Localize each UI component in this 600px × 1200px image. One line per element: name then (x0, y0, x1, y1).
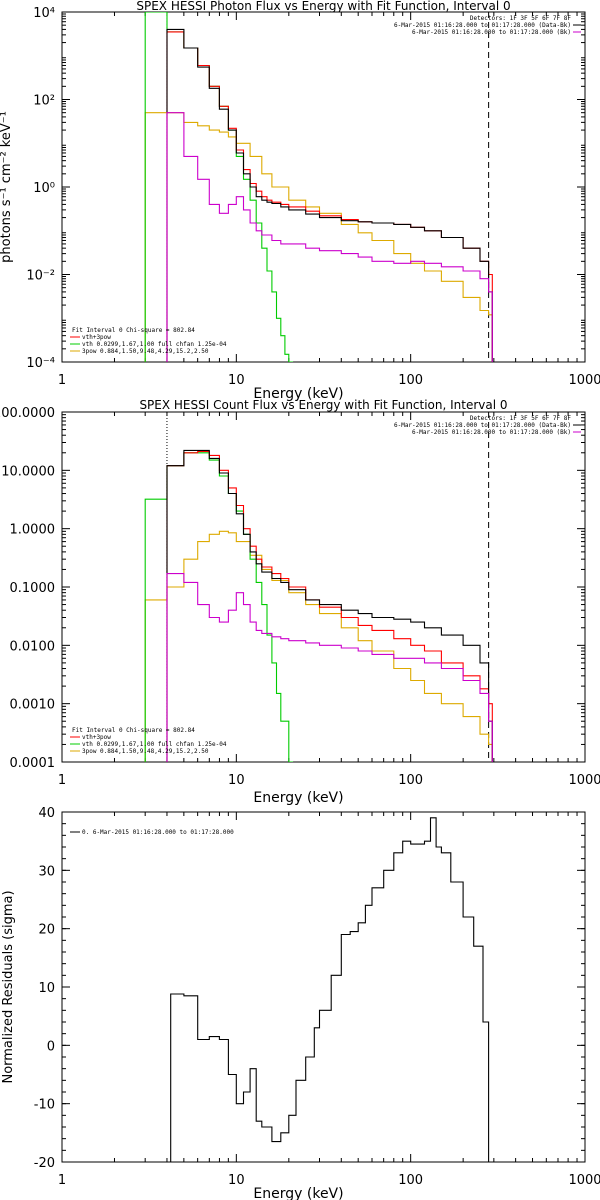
legend-entry: vth 0.0299,1.67,1.00 full chfan 1.25e-04 (82, 741, 227, 748)
legend-entry: Detectors: 1F 3F 5F 6F 7F 8F (470, 415, 572, 422)
series-group (170, 817, 493, 1162)
y-tick-label: 10.0000 (1, 464, 55, 479)
legend-entry: 3pow 0.884,1.50,9.48,4.29,15.2,2.50 (82, 348, 209, 355)
y-tick-label: 10⁻² (26, 269, 55, 284)
plot-frame (61, 811, 586, 1163)
x-axis: 1 10 100 1000 (58, 412, 600, 788)
y-tick-label: 30 (38, 864, 55, 879)
legend-entry: vth+3pow (82, 734, 111, 741)
y-tick-label: 10² (33, 94, 55, 109)
y-tick-label: 0.0001 (10, 756, 56, 771)
series-line-3 (166, 31, 493, 362)
series-group (144, 12, 493, 362)
y-tick-label: -20 (34, 1156, 55, 1171)
series-line-5 (166, 573, 493, 762)
x-axis: 1 10 100 1000 (58, 12, 600, 388)
legend-left: 0. 6-Mar-2015 01:16:28.000 to 01:17:28.0… (70, 829, 234, 836)
x-axis-label: Energy (keV) (253, 1186, 343, 1200)
x-tick-label: 1000 (568, 373, 600, 388)
y-tick-label: 100.0000 (0, 406, 55, 421)
plot-frame (61, 11, 586, 363)
chart-title: SPEX HESSI Photon Flux vs Energy with Fi… (136, 0, 510, 13)
series-line-3 (166, 450, 493, 762)
x-tick-label: 100 (398, 1173, 423, 1188)
chart-title: SPEX HESSI Count Flux vs Energy with Fit… (139, 398, 507, 412)
plot-frame (61, 411, 586, 763)
x-tick-label: 1 (58, 1173, 66, 1188)
legend-entry: 6-Mar-2015 01:16:28.000 to 01:17:28.000 … (394, 422, 571, 429)
y-tick-label: 40 (38, 806, 55, 821)
legend-entry: 6-Mar-2015 01:16:28.000 to 01:17:28.000 … (412, 429, 571, 436)
series-line-4 (166, 28, 493, 362)
x-tick-label: 100 (398, 773, 423, 788)
y-tick-label: 0.0100 (10, 639, 56, 654)
legend-entry: Fit Interval 0 Chi-square = 802.84 (72, 727, 195, 734)
chart-panel-2: SPEX HESSI Count Flux vs Energy with Fit… (0, 398, 600, 806)
y-tick-label: 0.1000 (10, 581, 56, 596)
legend-entry: Detectors: 1F 3F 5F 6F 7F 8F (470, 15, 572, 22)
legend-entry: vth+3pow (82, 334, 111, 341)
legend-entry: 3pow 0.884,1.50,9.48,4.29,15.2,2.50 (82, 748, 209, 755)
legend-left: Fit Interval 0 Chi-square = 802.84vth+3p… (70, 727, 227, 755)
y-axis-label: photons s⁻¹ cm⁻² keV⁻¹ (0, 111, 14, 263)
legend-left: Fit Interval 0 Chi-square = 802.84vth+3p… (70, 327, 227, 355)
y-axis: -20 -10 0 10 20 30 40 (34, 806, 585, 1171)
legend-entry: vth 0.0299,1.67,1.00 full chfan 1.25e-04 (82, 341, 227, 348)
x-axis: 1 10 100 1000 (58, 812, 600, 1188)
series-line-1 (144, 112, 493, 362)
legend-right: Detectors: 1F 3F 5F 6F 7F 8F6-Mar-2015 0… (394, 15, 581, 36)
y-tick-label: 10⁴ (33, 6, 55, 21)
x-axis-label: Energy (keV) (253, 386, 343, 402)
x-axis-label: Energy (keV) (253, 790, 343, 806)
y-tick-label: 0.0010 (10, 698, 56, 713)
x-tick-label: 100 (398, 373, 423, 388)
y-axis: 0.0001 0.0010 0.0100 0.1000 1.0000 10.0000 100… (0, 406, 585, 771)
y-tick-label: 20 (38, 923, 55, 938)
x-tick-label: 1000 (568, 1173, 600, 1188)
y-tick-label: 10⁰ (33, 181, 55, 196)
series-line-4 (166, 449, 493, 762)
x-tick-label: 1000 (568, 773, 600, 788)
x-tick-label: 10 (228, 773, 245, 788)
y-axis: 10⁻⁴ 10⁻² 10⁰ 10² 10⁴ (26, 6, 585, 371)
legend-entry: Fit Interval 0 Chi-square = 802.84 (72, 327, 195, 334)
legend-entry: 0. 6-Mar-2015 01:16:28.000 to 01:17:28.0… (82, 829, 234, 836)
x-tick-label: 1 (58, 773, 66, 788)
y-tick-label: 1.0000 (10, 523, 56, 538)
series-line-1 (170, 817, 493, 1162)
y-tick-label: 10⁻⁴ (26, 356, 55, 371)
series-group (144, 449, 493, 762)
legend-right: Detectors: 1F 3F 5F 6F 7F 8F6-Mar-2015 0… (394, 415, 581, 436)
chart-panel-3: 1 10 100 1000 Energy (keV) -20 -10 0 10 20 30 40 Nor… (1, 806, 600, 1200)
y-tick-label: -10 (34, 1098, 55, 1113)
series-line-5 (166, 112, 493, 362)
y-tick-label: 0 (47, 1039, 55, 1054)
legend-entry: 6-Mar-2015 01:16:28.000 to 01:17:28.000 … (412, 29, 571, 36)
legend-entry: 6-Mar-2015 01:16:28.000 to 01:17:28.000 … (394, 22, 571, 29)
chart-panel-1: SPEX HESSI Photon Flux vs Energy with Fi… (0, 0, 600, 402)
y-tick-label: 10 (38, 981, 55, 996)
x-tick-label: 10 (228, 373, 245, 388)
x-tick-label: 1 (58, 373, 66, 388)
y-axis-label: Normalized Residuals (sigma) (1, 890, 16, 1083)
x-tick-label: 10 (228, 1173, 245, 1188)
